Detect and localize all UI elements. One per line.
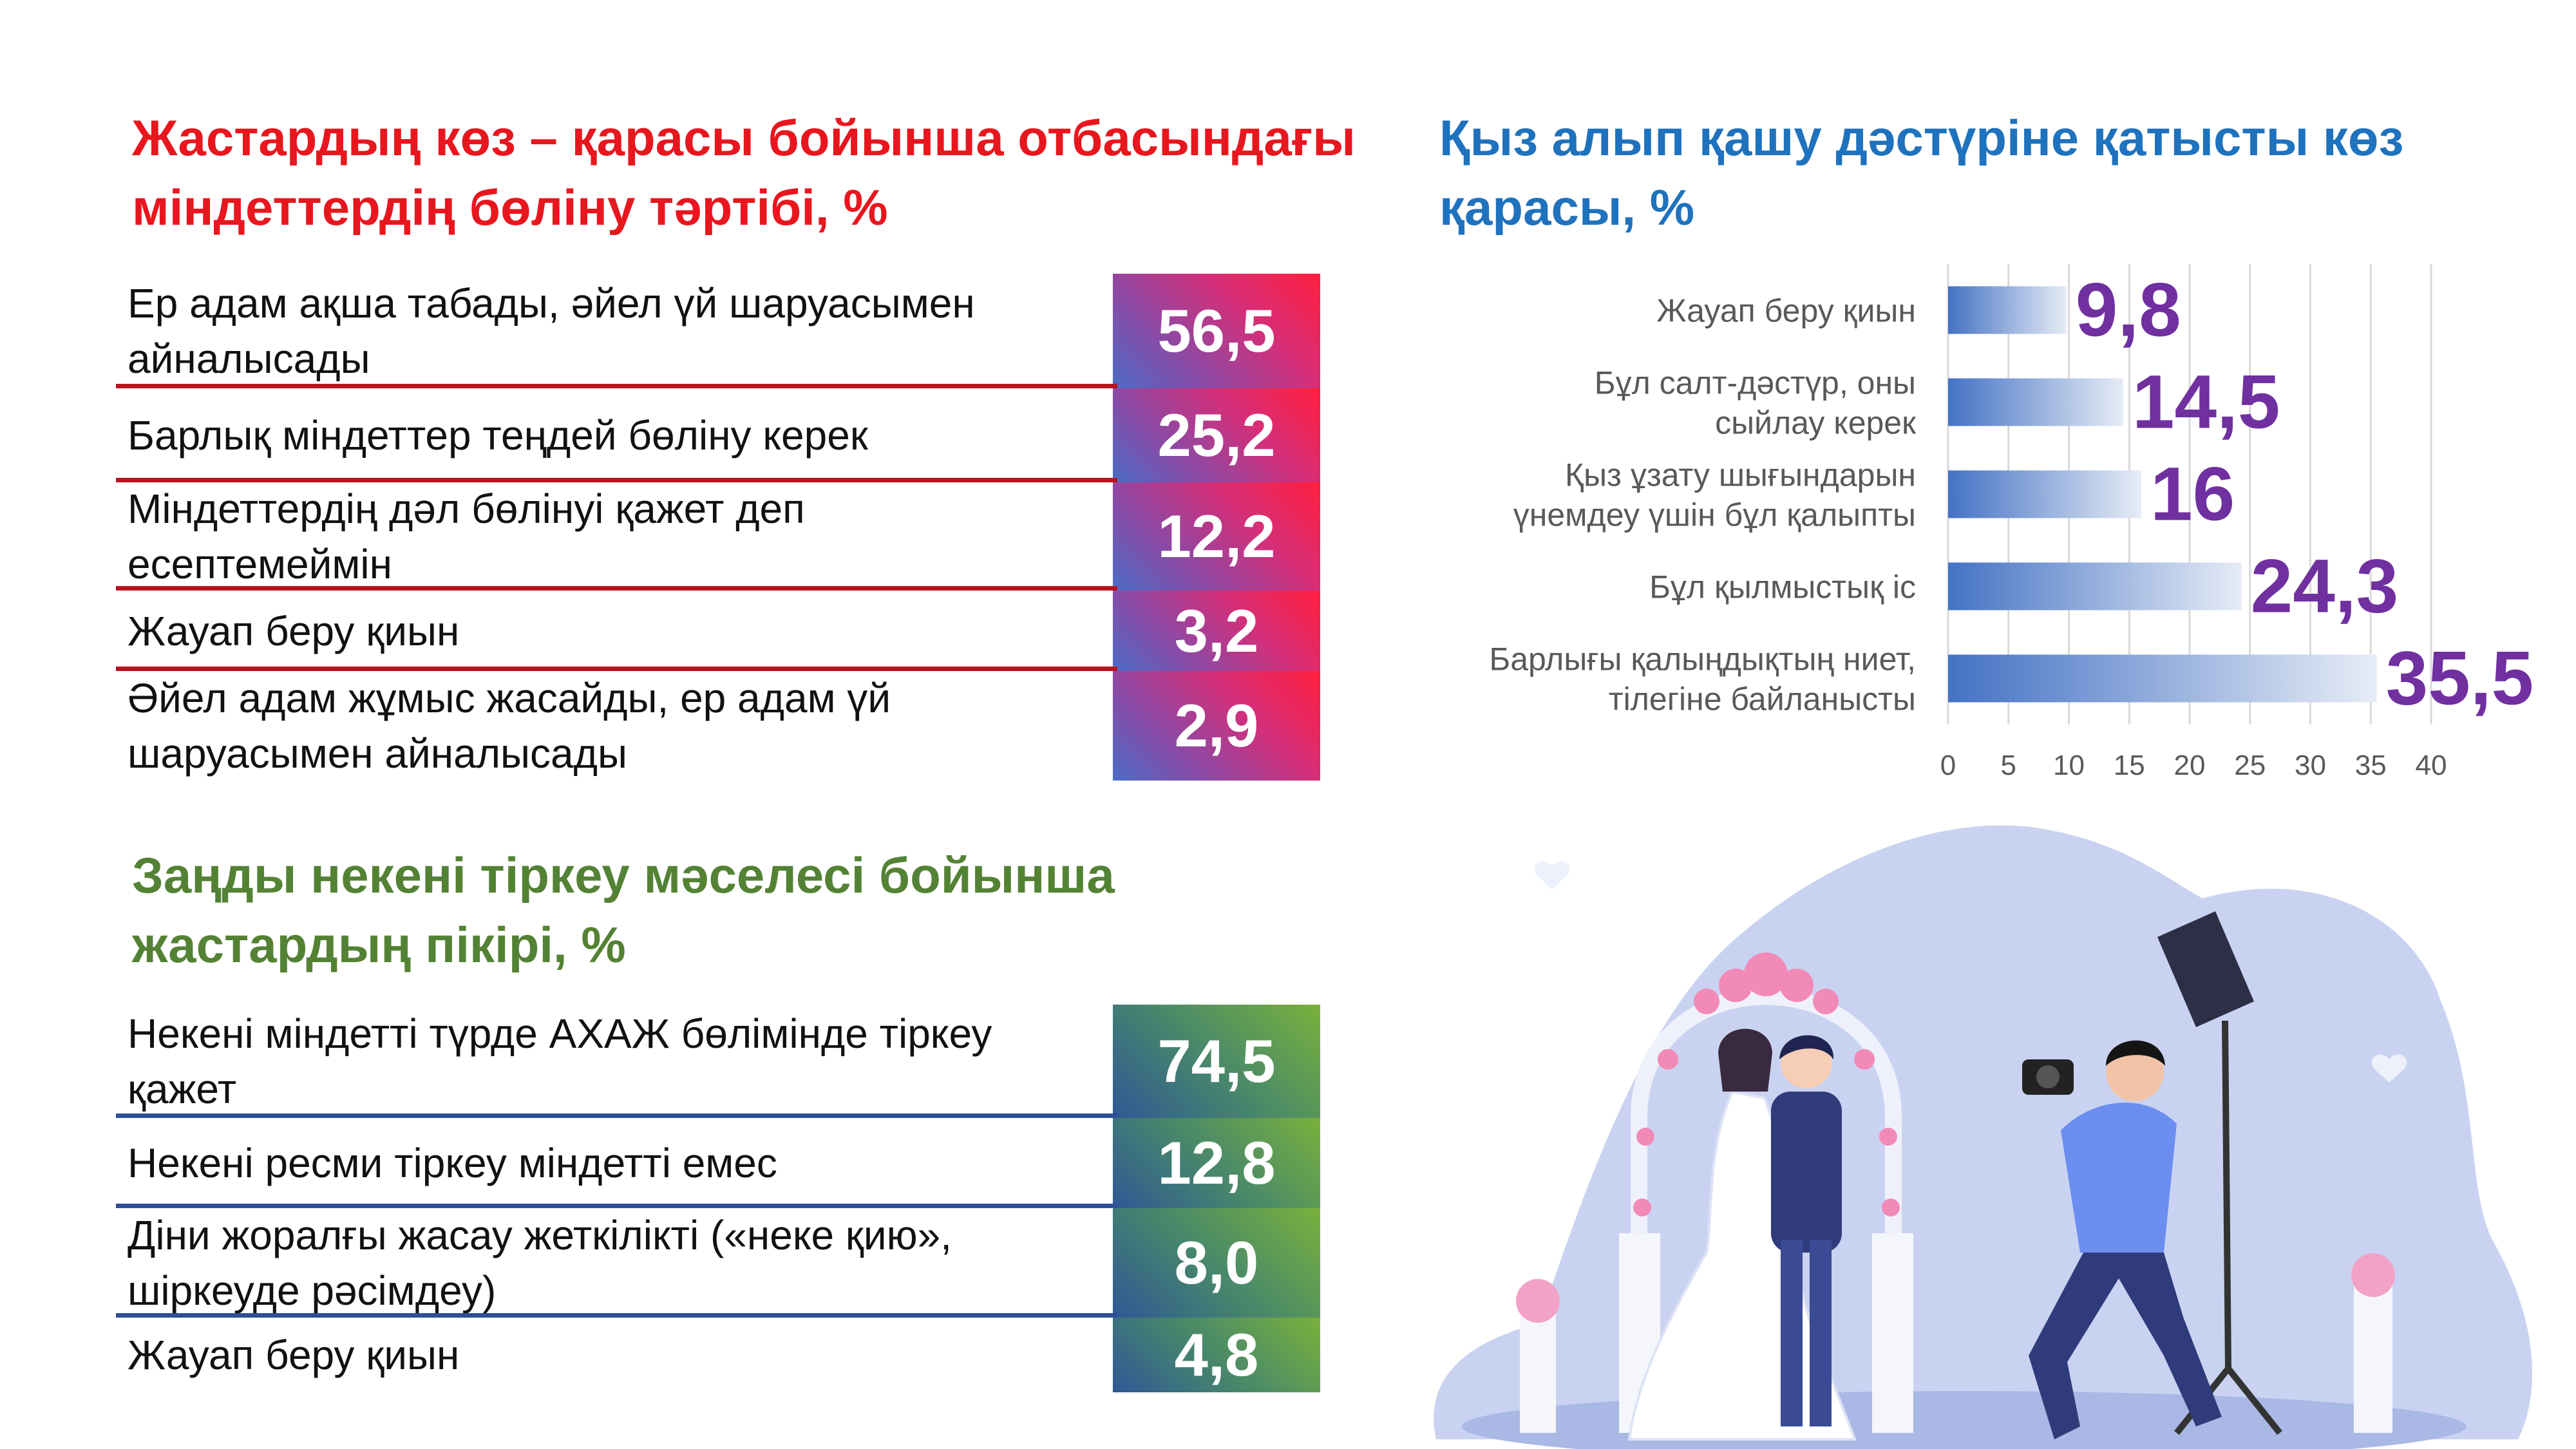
flower-pot-left bbox=[1516, 1279, 1560, 1323]
section1-title: Жастардың көз – қарасы бойынша отбасында… bbox=[132, 109, 1356, 236]
x-tick-label: 35 bbox=[2355, 750, 2387, 781]
table-row: Жауап беру қиын 4,8 bbox=[116, 1318, 1320, 1392]
photographer-trousers bbox=[2029, 1253, 2222, 1439]
row-value: 25,2 bbox=[1113, 388, 1320, 482]
bar bbox=[1948, 286, 2067, 334]
right-pillar bbox=[1872, 1233, 1913, 1433]
flower-pot-right bbox=[2351, 1253, 2395, 1297]
table-row: Барлық міндеттер теңдей бөліну керек 25,… bbox=[116, 388, 1320, 482]
x-tick-label: 25 bbox=[2234, 750, 2266, 781]
row-value: 12,2 bbox=[1113, 482, 1320, 591]
studio-softbox bbox=[2157, 911, 2254, 1027]
bar-value-label: 9,8 bbox=[2076, 268, 2181, 353]
table-row: Діни жоралғы жасау жеткілікті («неке қию… bbox=[116, 1208, 1320, 1318]
groom-suit bbox=[1771, 1092, 1842, 1253]
bar bbox=[1948, 378, 2123, 426]
category-label: Бұл салт-дәстүр, оны сыйлау керек bbox=[1595, 365, 1917, 441]
x-tick-label: 15 bbox=[2114, 750, 2145, 781]
marriage-registration-table: Некені міндетті түрде АХАЖ бөлімінде тір… bbox=[116, 1005, 1320, 1392]
row-divider bbox=[116, 1204, 1117, 1208]
row-label: Некені ресми тіркеу міндетті емес bbox=[128, 1140, 777, 1186]
x-tick-label: 0 bbox=[1940, 750, 1956, 781]
row-value: 56,5 bbox=[1113, 274, 1320, 388]
bar-value-label: 35,5 bbox=[2386, 636, 2534, 721]
row-value: 74,5 bbox=[1113, 1005, 1320, 1118]
x-tick-label: 10 bbox=[2053, 750, 2085, 781]
row-label: Барлық міндеттер теңдей бөліну керек bbox=[128, 412, 868, 459]
row-value: 12,8 bbox=[1113, 1118, 1320, 1208]
row-label: Некені міндетті түрде АХАЖ бөлімінде тір… bbox=[128, 1010, 992, 1112]
bar bbox=[1948, 470, 2141, 518]
photographer-head bbox=[2106, 1043, 2164, 1101]
bar-value-label: 14,5 bbox=[2132, 360, 2280, 445]
table-row: Міндеттердің дәл бөлінуі қажет деп есепт… bbox=[116, 482, 1320, 591]
category-label: Барлығы қалыңдықтың ниет, тілегіне байлан… bbox=[1489, 641, 1916, 717]
heart-icon bbox=[1534, 861, 1570, 889]
light-stand bbox=[2222, 1020, 2231, 1369]
table-row: Некені ресми тіркеу міндетті емес 12,8 bbox=[116, 1118, 1320, 1208]
photographer-shirt bbox=[2061, 1103, 2177, 1253]
row-divider bbox=[116, 1113, 1117, 1118]
table-row: Әйел адам жұмыс жасайды, ер адам үй шару… bbox=[116, 671, 1320, 781]
row-divider bbox=[116, 1313, 1117, 1318]
wedding-arch bbox=[1631, 988, 1902, 1433]
wedding-photographer-illustration bbox=[1434, 825, 2533, 1449]
x-tick-label: 30 bbox=[2295, 750, 2326, 781]
bride-kidnapping-bar-chart: 9,8 Жауап беру қиын 14,5 Бұл салт-дәстүр, о… bbox=[1489, 264, 2534, 781]
x-tick-label: 20 bbox=[2174, 750, 2206, 781]
row-label: Әйел адам жұмыс жасайды, ер адам үй шару… bbox=[128, 675, 891, 777]
category-label: Жауап беру қиын bbox=[1656, 293, 1916, 329]
row-divider bbox=[116, 586, 1117, 591]
camera-lens bbox=[2036, 1065, 2060, 1088]
flower-stand-left bbox=[1520, 1311, 1556, 1433]
bar-value-label: 16 bbox=[2150, 452, 2235, 537]
row-value: 8,0 bbox=[1113, 1208, 1320, 1318]
row-divider bbox=[116, 667, 1117, 671]
section3-title: Қыз алып қашу дәстүріне қатысты көз қара… bbox=[1439, 109, 2404, 236]
row-divider bbox=[116, 478, 1117, 482]
row-label: Діни жоралғы жасау жеткілікті («неке қию… bbox=[128, 1212, 952, 1314]
row-label: Ер адам ақша табады, әйел үй шаруасымен … bbox=[128, 280, 975, 382]
heart-icon bbox=[2371, 1054, 2407, 1083]
groom-hair bbox=[1779, 1035, 1834, 1059]
groom-leg bbox=[1781, 1240, 1803, 1426]
row-divider bbox=[116, 384, 1117, 388]
x-tick-label: 5 bbox=[2001, 750, 2016, 781]
section2-title: Заңды некені тіркеу мәселесі бойынша жас… bbox=[132, 847, 1115, 973]
groom-leg bbox=[1810, 1240, 1832, 1426]
table-row: Некені міндетті түрде АХАЖ бөлімінде тір… bbox=[116, 1005, 1320, 1118]
row-value: 3,2 bbox=[1113, 591, 1320, 671]
bar-value-label: 24,3 bbox=[2251, 544, 2399, 629]
bar bbox=[1948, 654, 2377, 703]
photographer-hair bbox=[2106, 1040, 2165, 1066]
flower-stand-right bbox=[2354, 1285, 2392, 1433]
family-duties-table: Ер адам ақша табады, әйел үй шаруасымен … bbox=[116, 274, 1320, 781]
row-label: Жауап беру қиын bbox=[128, 607, 460, 654]
row-label: Міндеттердің дәл бөлінуі қажет деп есепт… bbox=[128, 486, 805, 587]
x-tick-label: 40 bbox=[2416, 750, 2447, 781]
bar bbox=[1948, 562, 2242, 611]
table-row: Жауап беру қиын 3,2 bbox=[116, 591, 1320, 671]
bride-hair bbox=[1718, 1028, 1772, 1092]
arch-flowers bbox=[1633, 952, 1900, 1217]
row-value: 2,9 bbox=[1113, 671, 1320, 781]
row-value: 4,8 bbox=[1113, 1318, 1320, 1392]
table-row: Ер адам ақша табады, әйел үй шаруасымен … bbox=[116, 274, 1320, 388]
category-label: Қыз ұзату шығындарын үнемдеу үшін бұл қал… bbox=[1513, 457, 1916, 533]
category-label: Бұл қылмыстық іс bbox=[1649, 569, 1916, 605]
row-label: Жауап беру қиын bbox=[128, 1332, 460, 1378]
light-stand-leg bbox=[2226, 1366, 2282, 1435]
